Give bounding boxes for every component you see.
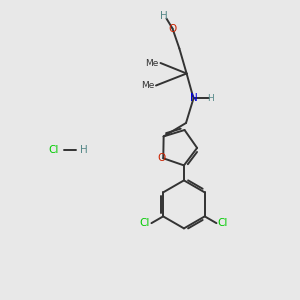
Text: Cl: Cl <box>49 145 59 155</box>
Text: O: O <box>168 23 177 34</box>
Text: Cl: Cl <box>140 218 150 228</box>
Text: Cl: Cl <box>218 218 228 228</box>
Text: H: H <box>208 94 214 103</box>
Text: O: O <box>158 153 166 163</box>
Text: H: H <box>160 11 168 21</box>
Text: Me: Me <box>141 81 154 90</box>
Text: H: H <box>80 145 87 155</box>
Text: N: N <box>190 93 197 103</box>
Text: Me: Me <box>146 58 159 68</box>
